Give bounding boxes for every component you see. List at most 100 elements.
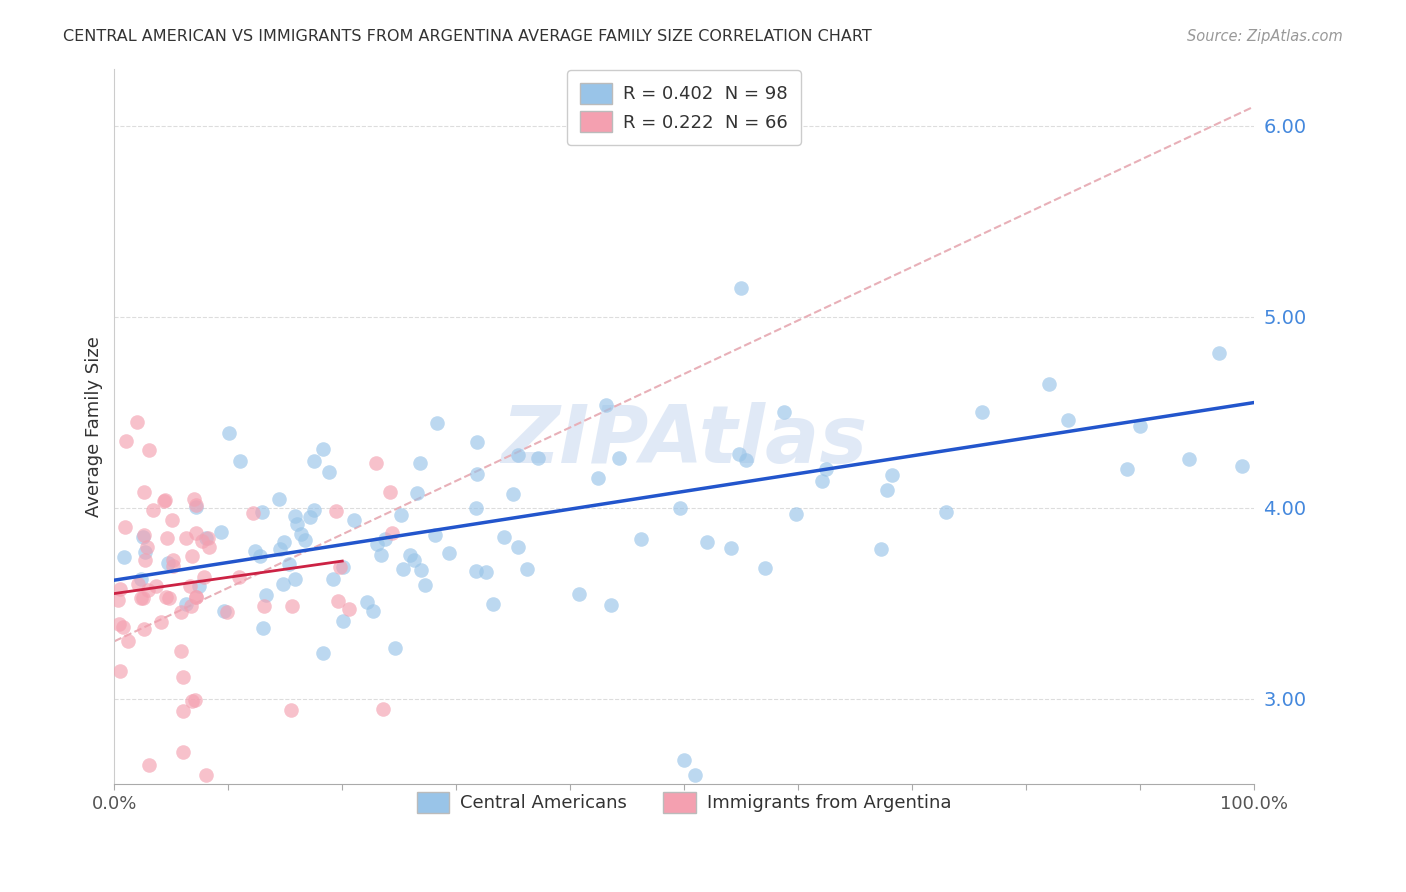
Point	[156, 556, 179, 570]
Point	[243, 543, 266, 558]
Point	[172, 670, 194, 684]
Point	[1208, 346, 1230, 360]
Point	[465, 564, 488, 578]
Point	[409, 457, 432, 471]
Point	[132, 591, 155, 606]
Point	[117, 634, 139, 648]
Point	[595, 398, 617, 412]
Point	[228, 569, 250, 583]
Point	[114, 520, 136, 534]
Point	[1178, 452, 1201, 467]
Point	[184, 591, 207, 605]
Point	[193, 570, 215, 584]
Text: Source: ZipAtlas.com: Source: ZipAtlas.com	[1187, 29, 1343, 44]
Point	[162, 553, 184, 567]
Point	[312, 442, 335, 457]
Point	[370, 548, 392, 562]
Point	[145, 579, 167, 593]
Point	[474, 565, 496, 579]
Point	[935, 505, 957, 519]
Point	[172, 704, 194, 718]
Point	[162, 559, 184, 574]
Point	[384, 641, 406, 656]
Point	[508, 540, 530, 554]
Point	[880, 468, 903, 483]
Point	[107, 593, 129, 607]
Point	[465, 467, 488, 481]
Point	[696, 534, 718, 549]
Point	[112, 550, 135, 565]
Point	[129, 572, 152, 586]
Point	[302, 503, 325, 517]
Point	[150, 615, 173, 629]
Text: ZIPAtlas: ZIPAtlas	[501, 401, 868, 480]
Point	[343, 513, 366, 527]
Point	[669, 500, 692, 515]
Point	[685, 768, 707, 782]
Point	[134, 544, 156, 558]
Point	[337, 601, 360, 615]
Point	[727, 447, 749, 461]
Point	[191, 533, 214, 548]
Point	[409, 562, 432, 576]
Point	[184, 500, 207, 514]
Point	[181, 693, 204, 707]
Point	[112, 620, 135, 634]
Point	[253, 599, 276, 613]
Point	[527, 450, 550, 465]
Point	[754, 561, 776, 575]
Point	[299, 510, 322, 524]
Point	[278, 557, 301, 571]
Point	[329, 560, 352, 574]
Point	[810, 474, 832, 488]
Point	[730, 281, 752, 295]
Point	[136, 582, 159, 597]
Point	[108, 664, 131, 678]
Point	[366, 456, 388, 470]
Point	[108, 582, 131, 596]
Point	[184, 525, 207, 540]
Point	[153, 494, 176, 508]
Point	[494, 530, 516, 544]
Point	[373, 702, 395, 716]
Point	[134, 622, 156, 636]
Point	[374, 532, 396, 546]
Point	[250, 505, 273, 519]
Point	[607, 451, 630, 466]
Point	[1232, 458, 1254, 473]
Point	[568, 586, 591, 600]
Point	[242, 507, 264, 521]
Point	[600, 599, 623, 613]
Point	[174, 531, 197, 545]
Point	[114, 434, 136, 448]
Point	[172, 745, 194, 759]
Point	[134, 528, 156, 542]
Point	[406, 486, 429, 500]
Point	[170, 606, 193, 620]
Point	[425, 417, 447, 431]
Point	[155, 591, 177, 605]
Point	[195, 531, 218, 545]
Point	[869, 541, 891, 556]
Point	[281, 599, 304, 614]
Point	[269, 542, 291, 557]
Point	[361, 604, 384, 618]
Point	[302, 454, 325, 468]
Text: CENTRAL AMERICAN VS IMMIGRANTS FROM ARGENTINA AVERAGE FAMILY SIZE CORRELATION CH: CENTRAL AMERICAN VS IMMIGRANTS FROM ARGE…	[63, 29, 872, 44]
Point	[228, 453, 250, 467]
Point	[876, 483, 898, 498]
Point	[136, 540, 159, 554]
Point	[211, 524, 233, 539]
Y-axis label: Average Family Size: Average Family Size	[86, 336, 103, 516]
Point	[179, 579, 201, 593]
Point	[673, 753, 696, 767]
Point	[267, 492, 290, 507]
Point	[134, 484, 156, 499]
Point	[332, 614, 354, 628]
Point	[198, 540, 221, 554]
Point	[322, 572, 344, 586]
Point	[290, 527, 312, 541]
Point	[180, 599, 202, 613]
Point	[720, 541, 742, 556]
Point	[214, 604, 236, 618]
